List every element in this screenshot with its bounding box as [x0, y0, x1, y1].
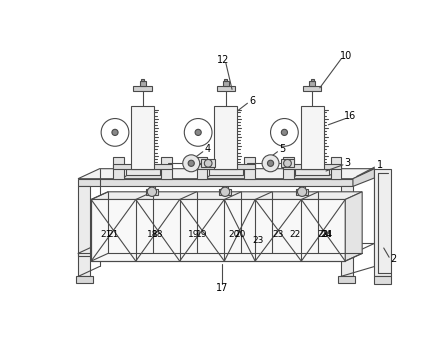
Text: 10: 10 [340, 51, 352, 61]
Polygon shape [78, 179, 353, 186]
Circle shape [148, 187, 156, 196]
Bar [197, 164, 255, 169]
Bar [126, 169, 159, 175]
Circle shape [262, 155, 279, 172]
Circle shape [281, 129, 288, 135]
Text: 22: 22 [290, 230, 301, 239]
Bar [311, 79, 314, 81]
Circle shape [268, 160, 274, 166]
Text: 24: 24 [321, 230, 332, 239]
Polygon shape [292, 175, 337, 179]
Bar [283, 164, 342, 169]
Bar [201, 160, 215, 167]
Circle shape [188, 160, 194, 166]
Bar [283, 157, 294, 179]
Bar [209, 169, 243, 175]
Bar [300, 105, 324, 169]
Text: 5: 5 [279, 144, 285, 154]
Bar [245, 157, 255, 179]
Bar [303, 86, 321, 91]
Text: 2: 2 [390, 254, 396, 264]
Bar [296, 189, 308, 195]
Text: 21: 21 [101, 230, 112, 239]
Circle shape [284, 160, 291, 167]
Circle shape [271, 119, 298, 146]
Bar [113, 157, 124, 179]
Bar [76, 277, 93, 283]
Bar [374, 277, 392, 284]
Text: 1: 1 [377, 160, 383, 170]
Bar [133, 86, 152, 91]
Polygon shape [345, 192, 362, 261]
Circle shape [184, 119, 212, 146]
Polygon shape [78, 169, 374, 179]
Bar [280, 160, 295, 167]
Text: 20: 20 [234, 230, 245, 239]
Bar [219, 189, 231, 195]
Bar [113, 164, 172, 169]
Bar [197, 157, 207, 179]
Bar [214, 105, 237, 169]
Text: 20: 20 [228, 230, 239, 239]
Text: 3: 3 [345, 158, 350, 168]
Text: 16: 16 [344, 111, 356, 121]
Text: 18: 18 [152, 230, 163, 239]
Text: 12: 12 [217, 55, 229, 65]
Bar [146, 189, 158, 195]
Text: 17: 17 [216, 283, 228, 293]
Text: 6: 6 [249, 96, 255, 106]
Polygon shape [374, 169, 392, 277]
Bar [131, 105, 154, 169]
Text: 18: 18 [147, 230, 159, 239]
Bar [141, 79, 144, 81]
Polygon shape [123, 175, 167, 179]
Bar [338, 277, 355, 283]
Bar [295, 169, 329, 175]
Text: 4: 4 [204, 144, 210, 154]
Circle shape [195, 129, 201, 135]
Bar [161, 157, 172, 179]
Bar [223, 81, 229, 86]
Circle shape [298, 187, 307, 196]
Polygon shape [91, 192, 362, 200]
Bar [330, 157, 342, 179]
Bar [140, 81, 146, 86]
Bar [309, 81, 315, 86]
Text: 23: 23 [253, 236, 264, 245]
Text: 22: 22 [317, 230, 329, 239]
Circle shape [112, 129, 118, 135]
Bar [217, 86, 235, 91]
Circle shape [183, 155, 200, 172]
Bar [78, 186, 90, 277]
Circle shape [204, 160, 212, 167]
Text: 21: 21 [108, 230, 119, 239]
Bar [341, 186, 353, 277]
Polygon shape [353, 169, 374, 186]
Circle shape [221, 187, 230, 196]
Polygon shape [91, 200, 345, 261]
Bar [224, 79, 227, 81]
Text: 24: 24 [320, 230, 332, 239]
Text: 23: 23 [272, 230, 284, 239]
Text: 19: 19 [196, 230, 208, 239]
Text: 19: 19 [188, 230, 199, 239]
Polygon shape [206, 175, 251, 179]
Circle shape [101, 119, 129, 146]
